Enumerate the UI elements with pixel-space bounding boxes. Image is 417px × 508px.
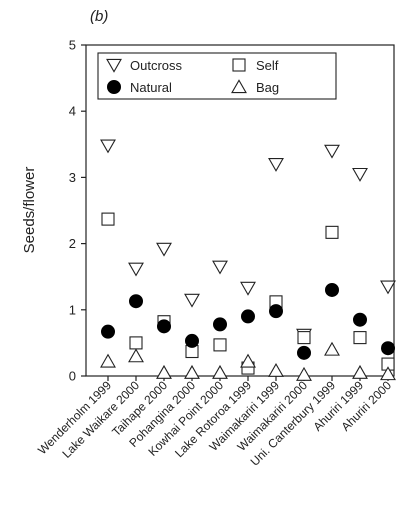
bag-point (212, 364, 228, 379)
self-point (129, 336, 143, 350)
outcross-point (100, 139, 116, 154)
legend: Outcross Self Natural Bag (97, 52, 337, 100)
self-point (353, 331, 367, 345)
natural-point (129, 294, 143, 309)
legend-marker-self (232, 58, 246, 72)
y-tick-label: 1 (69, 302, 76, 317)
panel-label: (b) (90, 8, 108, 25)
bag-point (352, 364, 368, 379)
self-point (325, 225, 339, 239)
legend-label-outcross: Outcross (130, 58, 183, 73)
legend-marker-outcross (106, 58, 122, 73)
outcross-point (212, 260, 228, 275)
outcross-point (352, 167, 368, 182)
y-axis-title: Seeds/flower (21, 167, 38, 254)
natural-point (297, 345, 311, 360)
bag-point (100, 353, 116, 368)
natural-point (101, 324, 115, 339)
legend-marker-natural (107, 80, 121, 94)
bag-point (296, 366, 312, 381)
bag-point (268, 362, 284, 377)
legend-box (97, 52, 337, 100)
y-tick-label: 2 (69, 236, 76, 251)
natural-point (213, 317, 227, 332)
bag-point (184, 364, 200, 379)
natural-point (241, 309, 255, 324)
outcross-point (268, 158, 284, 172)
natural-point (269, 304, 283, 319)
self-point (297, 331, 311, 345)
y-tick-label: 5 (69, 38, 76, 53)
natural-point (353, 312, 367, 327)
outcross-point (324, 144, 340, 159)
y-tick-label: 4 (69, 104, 76, 119)
self-point (213, 338, 227, 352)
plot-frame (85, 44, 395, 377)
natural-point (381, 341, 395, 356)
y-tick-label: 0 (69, 369, 76, 384)
outcross-point (184, 293, 200, 308)
bag-point (128, 348, 144, 363)
natural-point (185, 333, 199, 348)
legend-label-self: Self (256, 58, 279, 73)
outcross-point (240, 281, 256, 296)
natural-point (325, 282, 339, 297)
legend-label-bag: Bag (256, 80, 279, 95)
bag-point (380, 366, 396, 381)
bag-point (324, 341, 340, 356)
outcross-point (156, 242, 172, 257)
y-tick-label: 3 (69, 170, 76, 185)
legend-label-natural: Natural (130, 80, 172, 95)
legend-marker-bag (231, 79, 247, 94)
bag-point (156, 364, 172, 379)
bag-point (240, 353, 256, 368)
self-point (101, 212, 115, 226)
natural-point (157, 319, 171, 334)
outcross-point (128, 262, 144, 277)
outcross-point (380, 280, 396, 295)
